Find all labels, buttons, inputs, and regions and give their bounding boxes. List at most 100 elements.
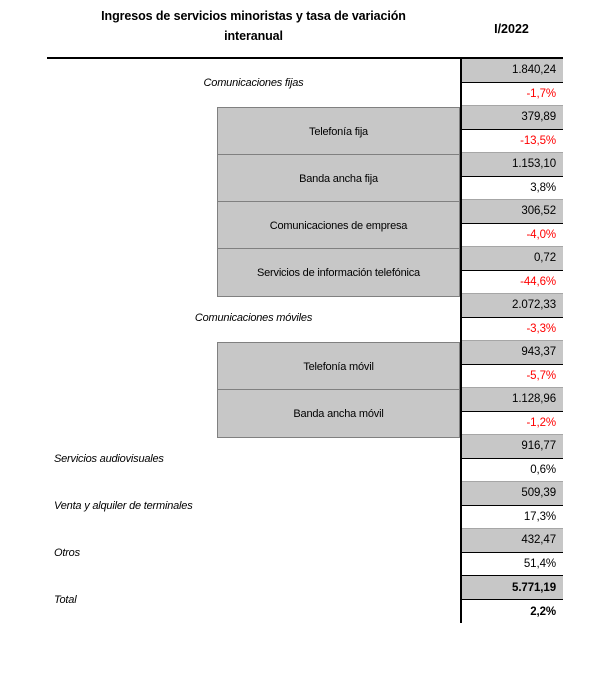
row-label: Venta y alquiler de terminales (54, 499, 193, 512)
pct-value: 17,3% (523, 510, 556, 523)
row-label-box: Comunicaciones fijas (47, 59, 460, 106)
table-row-group: Servicios de información telefónica 0,72… (47, 247, 563, 297)
row-label: Total (54, 593, 77, 606)
pct-value: -44,6% (520, 275, 556, 288)
table-row-group: Otros 432,47 51,4% (47, 529, 563, 576)
row-label-box: Total (47, 576, 460, 623)
table-row-group: Venta y alquiler de terminales 509,39 17… (47, 482, 563, 529)
revenue-value: 916,77 (521, 440, 556, 453)
row-values: 943,37 -5,7% (460, 341, 563, 388)
table-row-group: Telefonía fija 379,89 -13,5% (47, 106, 563, 156)
row-label-box: Telefonía fija (217, 107, 460, 156)
revenue-cell: 1.153,10 (462, 153, 563, 177)
row-label-area: Comunicaciones de empresa (47, 200, 460, 250)
pct-value: 0,6% (530, 463, 556, 476)
revenue-cell: 0,72 (462, 247, 563, 271)
retail-revenue-table: Comunicaciones fijas 1.840,24 -1,7% Tele… (47, 57, 563, 623)
table-row-group: Banda ancha móvil 1.128,96 -1,2% (47, 388, 563, 438)
row-label-area: Telefonía móvil (47, 341, 460, 391)
revenue-cell: 943,37 (462, 341, 563, 365)
row-values: 432,47 51,4% (460, 529, 563, 576)
row-label-area: Venta y alquiler de terminales (47, 482, 460, 529)
row-values: 509,39 17,3% (460, 482, 563, 529)
revenue-value: 379,89 (521, 111, 556, 124)
row-values: 2.072,33 -3,3% (460, 294, 563, 341)
row-values: 1.153,10 3,8% (460, 153, 563, 200)
revenue-value: 306,52 (521, 205, 556, 218)
pct-value: 2,2% (530, 605, 556, 618)
revenue-value: 2.072,33 (512, 299, 556, 312)
table-title-line1: Ingresos de servicios minoristas y tasa … (101, 9, 406, 23)
table-row-group: Comunicaciones de empresa 306,52 -4,0% (47, 200, 563, 250)
row-label: Servicios de información telefónica (257, 266, 420, 279)
table-title: Ingresos de servicios minoristas y tasa … (47, 0, 460, 57)
revenue-cell: 916,77 (462, 435, 563, 459)
row-label-area: Otros (47, 529, 460, 576)
revenue-value: 5.771,19 (512, 581, 556, 594)
row-label-area: Banda ancha fija (47, 153, 460, 203)
row-label-box: Banda ancha móvil (217, 389, 460, 438)
table-row-group: Servicios audiovisuales 916,77 0,6% (47, 435, 563, 482)
period-label: I/2022 (494, 21, 529, 36)
pct-cell: -4,0% (462, 223, 563, 247)
pct-value: -13,5% (520, 134, 556, 147)
row-label: Banda ancha móvil (293, 407, 384, 420)
pct-cell: 17,3% (462, 505, 563, 529)
pct-cell: -1,7% (462, 82, 563, 106)
revenue-value: 509,39 (521, 487, 556, 500)
row-label-area: Servicios de información telefónica (47, 247, 460, 297)
table-row-group: Comunicaciones móviles 2.072,33 -3,3% (47, 294, 563, 341)
row-label: Telefonía móvil (303, 360, 374, 373)
row-label-area: Servicios audiovisuales (47, 435, 460, 482)
pct-value: 3,8% (530, 181, 556, 194)
row-values: 379,89 -13,5% (460, 106, 563, 153)
row-label-box: Otros (47, 529, 460, 576)
revenue-value: 943,37 (521, 346, 556, 359)
row-label: Comunicaciones móviles (194, 311, 313, 324)
revenue-value: 1.153,10 (512, 158, 556, 171)
row-label-box: Telefonía móvil (217, 342, 460, 391)
pct-cell: -1,2% (462, 411, 563, 435)
row-values: 1.128,96 -1,2% (460, 388, 563, 435)
table-header: Ingresos de servicios minoristas y tasa … (47, 0, 563, 57)
row-label-area: Comunicaciones móviles (47, 294, 460, 341)
revenue-value: 432,47 (521, 534, 556, 547)
row-label: Otros (54, 546, 80, 559)
row-values: 916,77 0,6% (460, 435, 563, 482)
row-label: Banda ancha fija (299, 172, 378, 185)
revenue-cell: 2.072,33 (462, 294, 563, 318)
row-label-box: Banda ancha fija (217, 154, 460, 203)
row-label-box: Servicios audiovisuales (47, 435, 460, 482)
row-values: 0,72 -44,6% (460, 247, 563, 294)
row-label-box: Servicios de información telefónica (217, 248, 460, 297)
row-label-box: Venta y alquiler de terminales (47, 482, 460, 529)
pct-value: -1,7% (526, 87, 556, 100)
revenue-cell: 306,52 (462, 200, 563, 224)
row-values: 1.840,24 -1,7% (460, 59, 563, 106)
pct-value: 51,4% (523, 557, 556, 570)
row-values: 5.771,19 2,2% (460, 576, 563, 623)
pct-cell: -13,5% (462, 129, 563, 153)
revenue-value: 1.128,96 (512, 393, 556, 406)
row-label: Comunicaciones de empresa (269, 219, 408, 232)
table-row-group: Total 5.771,19 2,2% (47, 576, 563, 623)
pct-cell: -44,6% (462, 270, 563, 294)
row-label-box: Comunicaciones móviles (47, 294, 460, 341)
row-label-area: Telefonía fija (47, 106, 460, 156)
revenue-cell: 1.128,96 (462, 388, 563, 412)
revenue-value: 1.840,24 (512, 64, 556, 77)
pct-cell: -3,3% (462, 317, 563, 341)
row-label-area: Comunicaciones fijas (47, 59, 460, 106)
revenue-cell: 1.840,24 (462, 59, 563, 83)
pct-value: -4,0% (526, 228, 556, 241)
revenue-cell: 379,89 (462, 106, 563, 130)
pct-cell: 3,8% (462, 176, 563, 200)
pct-cell: 2,2% (462, 600, 563, 623)
pct-cell: 0,6% (462, 458, 563, 482)
revenue-value: 0,72 (534, 252, 556, 265)
pct-cell: 51,4% (462, 552, 563, 576)
revenue-cell: 432,47 (462, 529, 563, 553)
pct-value: -3,3% (526, 322, 556, 335)
row-label-box: Comunicaciones de empresa (217, 201, 460, 250)
